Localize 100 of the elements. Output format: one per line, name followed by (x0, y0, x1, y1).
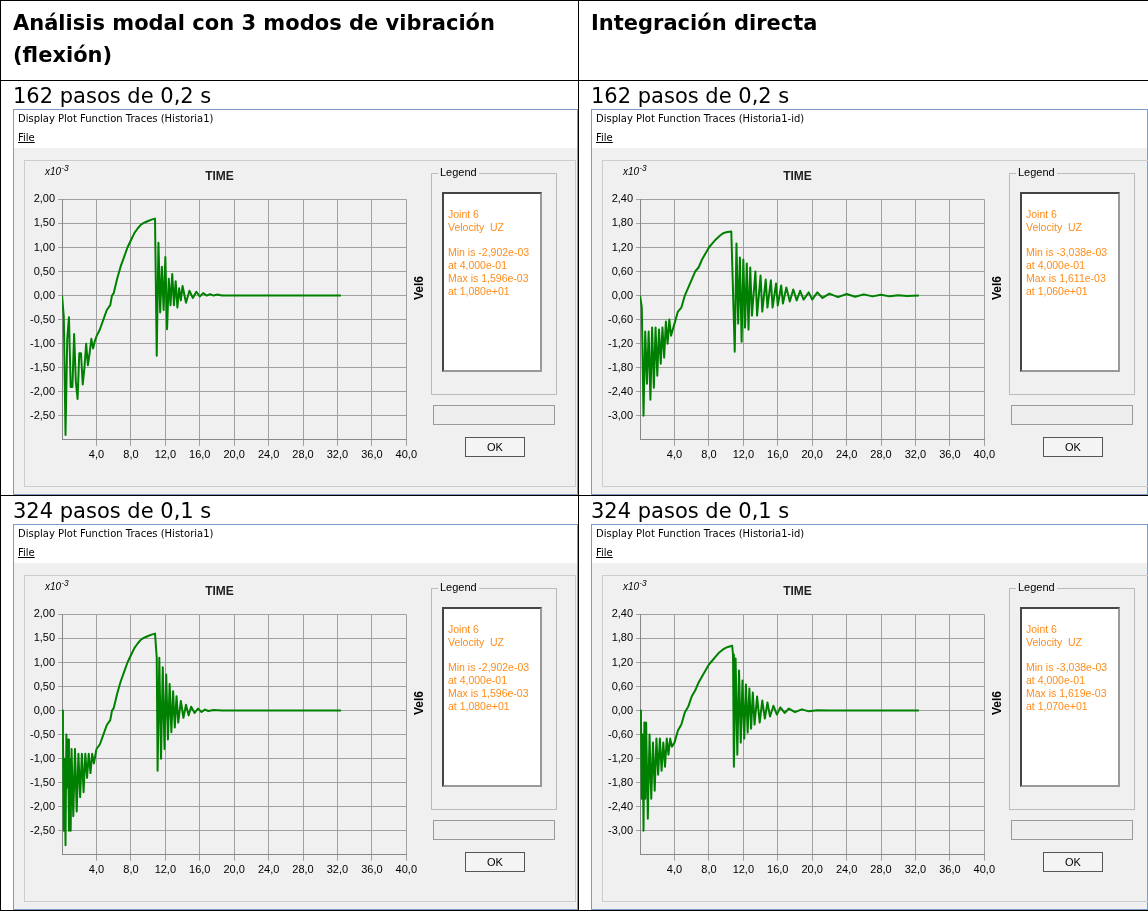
x-axis-title: TIME (205, 168, 234, 183)
x-tick-label: 32,0 (904, 863, 927, 876)
y-tick-label: 1,20 (611, 655, 634, 668)
x-tick-label: 4,0 (88, 863, 105, 876)
x-tick-label: 28,0 (870, 863, 892, 876)
y-tick-label: -2,00 (29, 799, 56, 812)
x-tick-label: 8,0 (123, 863, 139, 876)
x-tick-label: 16,0 (767, 863, 789, 876)
text: at 1,070e+01 (1026, 700, 1089, 713)
x-tick-label: 32,0 (904, 448, 927, 461)
text: File (14, 130, 577, 148)
y-tick-label: 2,00 (33, 607, 56, 620)
x-tick-label: 12,0 (732, 448, 755, 461)
text: OK (465, 852, 525, 872)
text: Min is -2,902e-03 (448, 661, 531, 674)
x-tick-label: 16,0 (189, 863, 211, 876)
x-tick-label: 4,0 (666, 863, 683, 876)
text: Min is -2,902e-03 (448, 246, 531, 259)
y-tick-label: 2,00 (33, 192, 56, 205)
text: Joint 6 (1026, 623, 1058, 636)
y-tick-label: 0,00 (33, 288, 56, 301)
text: OK (1043, 852, 1103, 872)
y-tick-label: 0,50 (33, 679, 56, 692)
text: OK (465, 437, 525, 457)
y-tick-label: 1,50 (33, 631, 56, 644)
x-tick-label: 4,0 (666, 448, 683, 461)
text: at 1,080e+01 (448, 700, 511, 713)
y-tick-label: -1,00 (29, 751, 56, 764)
y-tick-label: -1,80 (607, 360, 634, 373)
x-tick-label: 32,0 (326, 863, 349, 876)
x-tick-label: 36,0 (939, 448, 961, 461)
text: Joint 6 (448, 623, 480, 636)
chart-title: Análisis modal con 3 modos de vibración (flexión) (1, 1, 578, 81)
legend-title: Legend (438, 581, 479, 593)
y-tick-label: 0,60 (611, 264, 634, 277)
text: at 1,080e+01 (448, 285, 511, 298)
text: Max is 1,596e-03 (448, 687, 530, 700)
x-tick-label: 40,0 (973, 863, 996, 876)
y-tick-label: -1,00 (29, 336, 56, 349)
x-tick-label: 20,0 (801, 448, 823, 461)
x-tick-label: 20,0 (223, 448, 245, 461)
text: Velocity UZ (1026, 221, 1084, 234)
text: at 4,000e-01 (1026, 674, 1086, 687)
text: Max is 1,596e-03 (448, 272, 530, 285)
text: at 4,000e-01 (448, 259, 508, 272)
text: File (14, 545, 577, 563)
text: Min is -3,038e-03 (1026, 246, 1109, 259)
y-tick-label: 2,40 (611, 192, 634, 205)
y-tick-label: 2,40 (611, 607, 634, 620)
text: at 4,000e-01 (448, 674, 508, 687)
x-tick-label: 4,0 (88, 448, 105, 461)
x-tick-label: 24,0 (835, 448, 858, 461)
x-tick-label: 16,0 (767, 448, 789, 461)
text: Display Plot Function Traces (Historia1-id) (592, 110, 1147, 130)
text: x10$^{-3}$ (623, 578, 647, 593)
text: Display Plot Function Traces (Historia1-id) (592, 525, 1147, 545)
x-tick-label: 16,0 (189, 448, 211, 461)
text: Joint 6 (1026, 208, 1058, 221)
y-axis-title: Vel6 (990, 690, 1005, 716)
x-tick-label: 12,0 (154, 448, 177, 461)
chart-subtitle: 162 pasos de 0,2 s (12, 83, 213, 109)
x-tick-label: 20,0 (801, 863, 823, 876)
x-axis-title: TIME (783, 168, 812, 183)
text: Joint 6 (448, 208, 480, 221)
y-tick-label: -0,50 (29, 727, 56, 740)
text: at 1,060e+01 (1026, 285, 1089, 298)
x-tick-label: 40,0 (973, 448, 996, 461)
legend-title: Legend (438, 166, 479, 178)
x-tick-label: 8,0 (123, 448, 139, 461)
x-tick-label: 36,0 (361, 448, 383, 461)
y-axis-title: Vel6 (412, 275, 427, 301)
y-tick-label: -1,20 (607, 336, 634, 349)
text: Velocity UZ (448, 636, 506, 649)
chart-subtitle: 162 pasos de 0,2 s (590, 83, 791, 109)
y-tick-label: -0,60 (607, 727, 634, 740)
x-axis-title: TIME (783, 583, 812, 598)
y-tick-label: -2,50 (29, 823, 56, 836)
text: Min is -3,038e-03 (1026, 661, 1109, 674)
chart-subtitle: 324 pasos de 0,1 s (12, 498, 213, 524)
y-tick-label: -0,60 (607, 312, 634, 325)
y-tick-label: 0,50 (33, 264, 56, 277)
y-tick-label: -1,80 (607, 775, 634, 788)
y-axis-title: Vel6 (990, 275, 1005, 301)
x-tick-label: 12,0 (732, 863, 755, 876)
y-tick-label: -0,50 (29, 312, 56, 325)
x-tick-label: 24,0 (257, 448, 280, 461)
y-tick-label: -3,00 (607, 408, 634, 421)
y-tick-label: -1,50 (29, 775, 56, 788)
x-tick-label: 36,0 (939, 863, 961, 876)
y-tick-label: 1,80 (611, 631, 634, 644)
chart-subtitle: 324 pasos de 0,1 s (590, 498, 791, 524)
text: x10$^{-3}$ (45, 163, 69, 178)
y-tick-label: -3,00 (607, 823, 634, 836)
x-tick-label: 28,0 (292, 448, 314, 461)
text: File (592, 130, 1147, 148)
y-axis-title: Vel6 (412, 690, 427, 716)
x-tick-label: 8,0 (701, 863, 717, 876)
y-tick-label: 1,50 (33, 216, 56, 229)
x-tick-label: 28,0 (292, 863, 314, 876)
text: Max is 1,611e-03 (1026, 272, 1107, 285)
